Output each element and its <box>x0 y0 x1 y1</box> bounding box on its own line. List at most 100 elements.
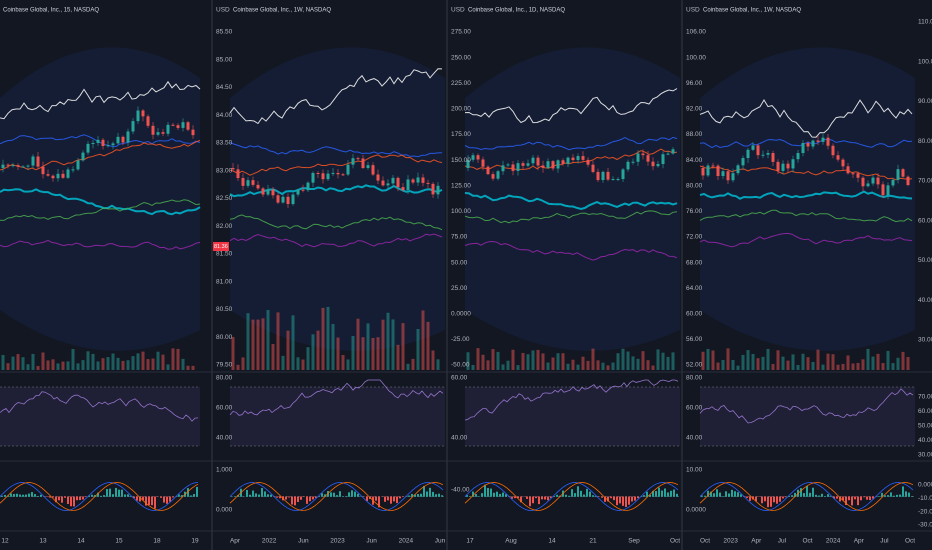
volume-bar <box>91 353 95 370</box>
macd-histogram <box>716 489 718 497</box>
candle-body <box>11 165 15 167</box>
macd-histogram <box>100 495 102 497</box>
volume-bar <box>556 353 560 370</box>
moving-average <box>699 232 913 248</box>
macd-histogram <box>97 492 99 497</box>
candle-body <box>31 156 35 166</box>
candle-body <box>551 161 555 169</box>
candle-body <box>406 179 410 191</box>
price-tag-label: 81.36 <box>214 244 228 250</box>
axis-label: -25.00 <box>451 336 470 343</box>
volume-bar <box>481 354 485 370</box>
time-label: 14 <box>548 538 556 545</box>
volume-bar <box>266 309 270 370</box>
candle-body <box>291 194 295 205</box>
candle-body <box>136 110 140 122</box>
candle-body <box>596 171 600 181</box>
macd-histogram <box>658 487 660 497</box>
volume-bar <box>311 334 315 370</box>
volume-bar <box>181 358 185 370</box>
axis-label: 40.00 <box>686 435 703 442</box>
volume-bar <box>391 319 395 370</box>
macd-histogram <box>890 492 892 497</box>
volume-bar <box>856 362 860 370</box>
volume-bar <box>876 353 880 370</box>
candle-body <box>326 173 330 180</box>
macd-histogram <box>475 494 477 497</box>
macd-histogram <box>803 493 805 497</box>
volume-bar <box>251 319 255 370</box>
macd-histogram <box>366 496 368 501</box>
volume-bar <box>536 349 540 370</box>
macd-histogram <box>172 496 174 498</box>
macd-histogram <box>393 496 395 502</box>
time-label: Sep <box>628 538 640 545</box>
candle-body <box>486 166 490 175</box>
candle-body <box>476 155 480 160</box>
candle-body <box>281 196 285 203</box>
bollinger-band <box>465 47 680 351</box>
candle-body <box>106 145 110 147</box>
axis-label: 88.00 <box>686 131 703 138</box>
volume-bar <box>821 364 825 370</box>
candle-body <box>381 180 385 186</box>
macd-histogram <box>625 496 627 508</box>
macd-histogram <box>333 492 335 497</box>
volume-bar <box>581 356 585 370</box>
time-label: Oct <box>700 538 710 545</box>
volume-bar <box>526 354 530 370</box>
candle-body <box>856 173 860 178</box>
macd-histogram <box>643 495 645 497</box>
candle-body <box>561 160 565 164</box>
axis-label: 60.00 <box>216 405 233 412</box>
moving-average <box>0 134 201 148</box>
candle-body <box>556 160 560 169</box>
macd-histogram <box>616 496 618 506</box>
macd-histogram <box>435 494 437 497</box>
macd-histogram <box>911 496 913 497</box>
volume-bar <box>66 361 70 370</box>
candle-body <box>271 189 275 196</box>
volume-bar <box>231 336 235 370</box>
volume-bar <box>901 351 905 370</box>
axis-label: 150.00 <box>451 157 471 164</box>
macd-histogram <box>550 496 552 498</box>
macd-line <box>0 482 199 511</box>
moving-average <box>464 240 678 261</box>
candle-body <box>661 154 665 165</box>
macd-histogram <box>190 495 192 497</box>
volume-bar <box>291 315 295 370</box>
macd-histogram <box>893 495 895 497</box>
moving-average <box>229 214 443 231</box>
volume-bar <box>566 363 570 370</box>
candle-body <box>56 173 60 179</box>
volume-bar <box>401 323 405 370</box>
candle-body <box>111 143 115 146</box>
candle-body <box>501 165 505 172</box>
macd-histogram <box>767 496 769 508</box>
axis-label: 85.00 <box>216 56 233 63</box>
macd-histogram <box>670 490 672 497</box>
candle-body <box>786 163 790 169</box>
macd-histogram <box>31 492 33 497</box>
macd-histogram <box>279 496 281 499</box>
macd-histogram <box>785 496 787 498</box>
candle-body <box>236 169 240 179</box>
macd-histogram <box>118 489 120 497</box>
volume-bar <box>531 350 535 370</box>
candle-body <box>791 159 795 169</box>
macd-histogram <box>794 492 796 497</box>
axis-label: 100.00 <box>451 208 471 215</box>
macd-histogram <box>163 496 165 503</box>
candle-body <box>546 161 550 168</box>
macd-histogram <box>426 491 428 497</box>
macd-histogram <box>115 487 117 497</box>
macd-histogram <box>902 486 904 497</box>
candle-body <box>251 180 255 185</box>
axis-label: 64.00 <box>686 285 703 292</box>
macd-histogram <box>815 494 817 497</box>
volume-bar <box>471 364 475 370</box>
volume-bar <box>241 357 245 370</box>
axis-label: 175.00 <box>451 131 471 138</box>
candle-body <box>851 173 855 175</box>
